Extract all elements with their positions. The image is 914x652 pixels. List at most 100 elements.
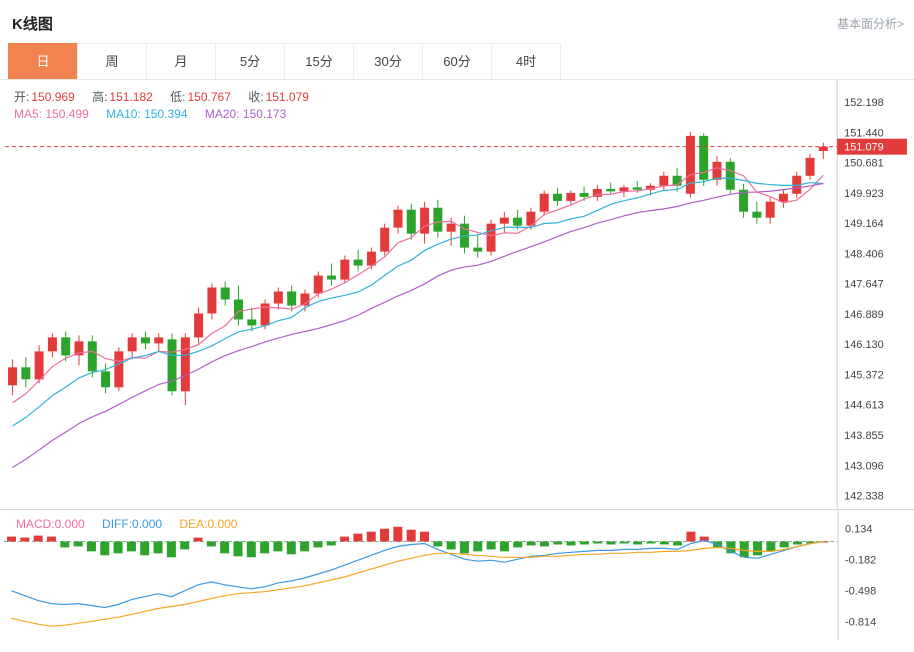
macd-bar [393, 526, 403, 542]
chart-area: 开: 150.969 高: 151.182 低: 150.767 收: 151.079 … [0, 80, 914, 640]
high-label: 高: [92, 90, 108, 104]
candle-body [685, 135, 695, 194]
macd-bar [606, 541, 616, 545]
candle-body [659, 175, 669, 186]
candle-body [366, 251, 376, 266]
macd-bar [646, 541, 656, 544]
candle-body [566, 192, 576, 201]
low-value: 150.767 [187, 90, 231, 104]
dea-line [11, 540, 825, 627]
candle-body [247, 319, 257, 326]
candle-body [207, 287, 217, 314]
macd-bar [766, 541, 776, 552]
candle-body [8, 367, 18, 386]
candle-body [353, 259, 363, 266]
macd-bar [539, 541, 549, 547]
macd-bar [326, 541, 336, 546]
macd-bar [300, 541, 310, 552]
open-label: 开: [14, 90, 30, 104]
macd-bar [246, 541, 256, 558]
macd-chart[interactable]: 0.134 -0.182 -0.498 -0.814 [0, 510, 914, 640]
candle-body [260, 303, 270, 326]
macd-bar [673, 541, 683, 546]
macd-histogram [7, 526, 829, 558]
ma10-line [12, 177, 824, 427]
candle-body [273, 291, 283, 304]
macd-bar [513, 541, 523, 548]
ma20-line [12, 182, 824, 469]
macd-bar [566, 541, 576, 546]
y-axis-label: 148.406 [844, 248, 884, 260]
candle-body [553, 193, 562, 201]
tab-month[interactable]: 月 [146, 43, 216, 79]
close-label: 收: [248, 90, 264, 104]
candle-body [420, 207, 430, 234]
tab-60min[interactable]: 60分 [422, 43, 492, 79]
candle-body [87, 341, 97, 372]
candle-body [778, 193, 788, 202]
macd-bar [793, 541, 803, 545]
candle-body [513, 217, 523, 226]
y-axis-label: 150.681 [844, 158, 884, 170]
macd-bar [420, 531, 429, 542]
macd-bar [33, 535, 43, 542]
candle-body [234, 299, 243, 320]
candle-body [340, 259, 350, 280]
macd-bar [593, 541, 603, 544]
macd-indicator-row: MACD:0.000 DIFF:0.000 DEA:0.000 [16, 517, 251, 531]
macd-bar [233, 541, 243, 557]
candle-body [61, 337, 71, 356]
ohlc-row: 开: 150.969 高: 151.182 低: 150.767 收: 151.079 [14, 88, 323, 105]
ma20-label: MA20: [204, 107, 240, 121]
diff-line [11, 539, 825, 609]
macd-bar [753, 541, 763, 556]
ma10-label: MA10: [106, 107, 141, 121]
macd-bar [619, 541, 629, 544]
candle-body [499, 217, 509, 224]
y-axis-label: -0.498 [845, 586, 876, 598]
tab-4hour[interactable]: 4时 [491, 43, 561, 79]
ma5-value: 150.499 [45, 107, 89, 121]
candle-body [327, 275, 337, 280]
y-axis-label: 149.923 [844, 188, 884, 200]
macd-bar [779, 541, 789, 548]
macd-bar [380, 528, 390, 542]
candle-body [127, 337, 137, 352]
candle-body [140, 337, 150, 344]
candle-body [725, 161, 735, 190]
tab-day[interactable]: 日 [8, 43, 78, 79]
y-axis-label: 147.647 [844, 279, 884, 291]
macd-bar [340, 536, 350, 542]
page-title: K线图 [12, 16, 53, 33]
candle-body [486, 223, 496, 252]
dea-label: DEA: [179, 517, 208, 531]
ma-row: MA5: 150.499 MA10: 150.394 MA20: 150.173 [14, 107, 300, 121]
macd-bar [473, 541, 483, 552]
macd-bar [686, 531, 696, 542]
candlestick-chart[interactable]: 152.198 151.440 150.681 149.923 149.164 148.4… [0, 80, 914, 510]
ma5-label: MA5: [14, 107, 43, 121]
candle-body [194, 313, 204, 338]
open-value: 150.969 [31, 90, 75, 104]
dea-pair: DEA:0.000 [179, 517, 237, 531]
y-axis-label: 146.889 [844, 309, 884, 321]
fundamental-analysis-link[interactable]: 基本面分析> [836, 17, 904, 31]
y-axis-label: 0.134 [845, 523, 873, 535]
candle-body [180, 337, 190, 392]
current-price-tag-label: 151.079 [844, 142, 884, 154]
tab-5min[interactable]: 5分 [215, 43, 285, 79]
candle-body [154, 337, 164, 344]
candle-body [313, 275, 323, 294]
high-value: 151.182 [109, 90, 153, 104]
candle-body [539, 193, 549, 212]
y-axis-label: 151.440 [844, 127, 884, 139]
tab-week[interactable]: 周 [77, 43, 147, 79]
macd-bar [726, 541, 736, 554]
ma5-pair: MA5: 150.499 [14, 107, 89, 121]
tab-15min[interactable]: 15分 [284, 43, 354, 79]
candle-body [114, 351, 124, 388]
tab-30min[interactable]: 30分 [353, 43, 423, 79]
macd-label: MACD: [16, 517, 55, 531]
candle-body [406, 209, 416, 234]
macd-bar [60, 541, 70, 548]
